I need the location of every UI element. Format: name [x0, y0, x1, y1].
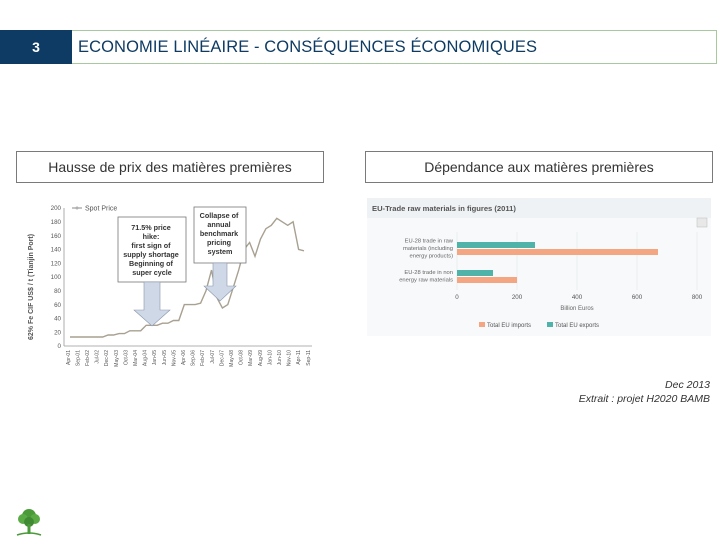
legend-imports: Total EU imports	[479, 322, 531, 329]
annotation-arrow-2	[203, 262, 237, 302]
annotation-benchmark-collapse: Collapse of annual benchmark pricing sys…	[193, 206, 247, 302]
x-tick-label: Apr-06	[181, 350, 187, 365]
bar-exports-1	[457, 270, 493, 276]
footer-date: Dec 2013	[665, 379, 710, 391]
x-tick-label: Nov-05	[171, 350, 177, 366]
x-tick-label: Dec-02	[104, 350, 110, 366]
x-tick-label: Jan-10	[267, 350, 273, 366]
chart-menu-icon[interactable]	[696, 217, 708, 228]
x-tick-label: Sep-01	[75, 350, 81, 366]
x-tick-label: Feb-02	[85, 350, 91, 366]
x-tick-label: Jun-10	[277, 350, 283, 366]
category-label-0: EU-28 trade in raw materials (includingen…	[403, 238, 454, 259]
spot-price-chart: 62% Fe CIF US$ / t (Tianjin Port) 200180…	[28, 205, 312, 367]
y-tick-label: 80	[54, 288, 61, 295]
y-tick-label: 20	[54, 329, 61, 336]
y-tick-label: 100	[51, 274, 62, 281]
x-tick-label: Dec-07	[219, 350, 225, 366]
x-tick-label: 200	[512, 294, 523, 301]
x-tick-label: Jan-05	[152, 350, 158, 366]
x-tick-label: Feb-07	[200, 350, 206, 366]
slide-number: 3	[0, 30, 72, 64]
footer-source: Extrait : projet H2020 BAMB	[578, 393, 710, 405]
annotation-price-hike: 71.5% price hike: first sign of supply s…	[117, 216, 187, 327]
category-label-1: EU-28 trade in non energy raw materials	[399, 270, 453, 284]
legend: Spot Price	[72, 206, 117, 213]
x-tick-label: Oct-08	[239, 350, 245, 365]
slide-title: ECONOMIE LINÉAIRE - CONSÉQUENCES ÉCONOMI…	[78, 37, 538, 56]
footer: Dec 2013 Extrait : projet H2020 BAMB	[579, 378, 710, 406]
x-tick-label: Apr-11	[296, 350, 302, 365]
x-tick-label: Mar-04	[133, 350, 139, 366]
legend-spot-price: Spot Price	[85, 206, 117, 213]
x-tick-label: Mar-09	[248, 350, 254, 366]
legend-exports: Total EU exports	[547, 322, 599, 329]
bar-exports-0	[457, 242, 535, 248]
y-tick-label: 160	[51, 233, 62, 240]
x-tick-label: 400	[572, 294, 583, 301]
x-tick-label: Aug-04	[143, 350, 149, 366]
eu-trade-chart: EU-Trade raw materials in figures (2011)…	[367, 198, 711, 336]
x-tick-label: 800	[692, 294, 703, 301]
y-tick-label: 0	[58, 343, 62, 350]
x-tick-label: Aug-09	[258, 350, 264, 366]
x-tick-label: Apr-01	[66, 350, 72, 365]
category-label-line: energy products)	[410, 253, 454, 259]
x-tick-label: Nov-10	[287, 350, 293, 366]
y-tick-label: 120	[51, 260, 62, 267]
eu-chart-title: EU-Trade raw materials in figures (2011)	[372, 204, 516, 213]
left-panel-heading: Hausse de prix des matières premières	[16, 151, 324, 183]
right-panel-heading: Dépendance aux matières premières	[365, 151, 713, 183]
x-tick-label: Jul-07	[210, 350, 216, 364]
y-tick-label: 200	[51, 205, 62, 212]
x-tick-label: Sep-06	[191, 350, 197, 366]
x-tick-label: May-03	[114, 350, 120, 367]
category-label-line: materials (including	[403, 246, 453, 252]
x-tick-label: 0	[455, 294, 459, 301]
legend-imports-label: Total EU imports	[487, 323, 531, 329]
x-tick-label: Jul-02	[95, 350, 101, 364]
category-label-line: energy raw materials	[399, 278, 453, 284]
category-label-line: EU-28 trade in non	[404, 270, 453, 276]
legend-exports-label: Total EU exports	[555, 323, 599, 329]
annotation-arrow-1	[133, 281, 171, 327]
spot-price-line	[70, 217, 305, 338]
y-tick-label: 40	[54, 316, 61, 323]
tree-logo-icon	[16, 509, 42, 536]
y-axis-label: 62% Fe CIF US$ / t (Tianjin Port)	[28, 234, 35, 340]
x-tick-label: Jun-05	[162, 350, 168, 366]
category-label-line: EU-28 trade in raw	[405, 238, 454, 244]
x-tick-label: May-08	[229, 350, 235, 367]
slide-title-bar: ECONOMIE LINÉAIRE - CONSÉQUENCES ÉCONOMI…	[72, 30, 717, 64]
bar-imports-0	[457, 249, 658, 255]
x-axis-label: Billion Euros	[560, 306, 593, 312]
bar-imports-1	[457, 277, 517, 283]
x-tick-label: 600	[632, 294, 643, 301]
x-tick-label: Oct-03	[123, 350, 129, 365]
y-tick-label: 180	[51, 219, 62, 226]
y-tick-label: 60	[54, 302, 61, 309]
annotation-price-hike-text: 71.5% price hike: first sign of supply s…	[123, 223, 181, 277]
x-tick-label: Sep-11	[306, 350, 312, 366]
annotation-benchmark-text: Collapse of annual benchmark pricing sys…	[200, 211, 241, 256]
y-tick-label: 140	[51, 247, 62, 254]
